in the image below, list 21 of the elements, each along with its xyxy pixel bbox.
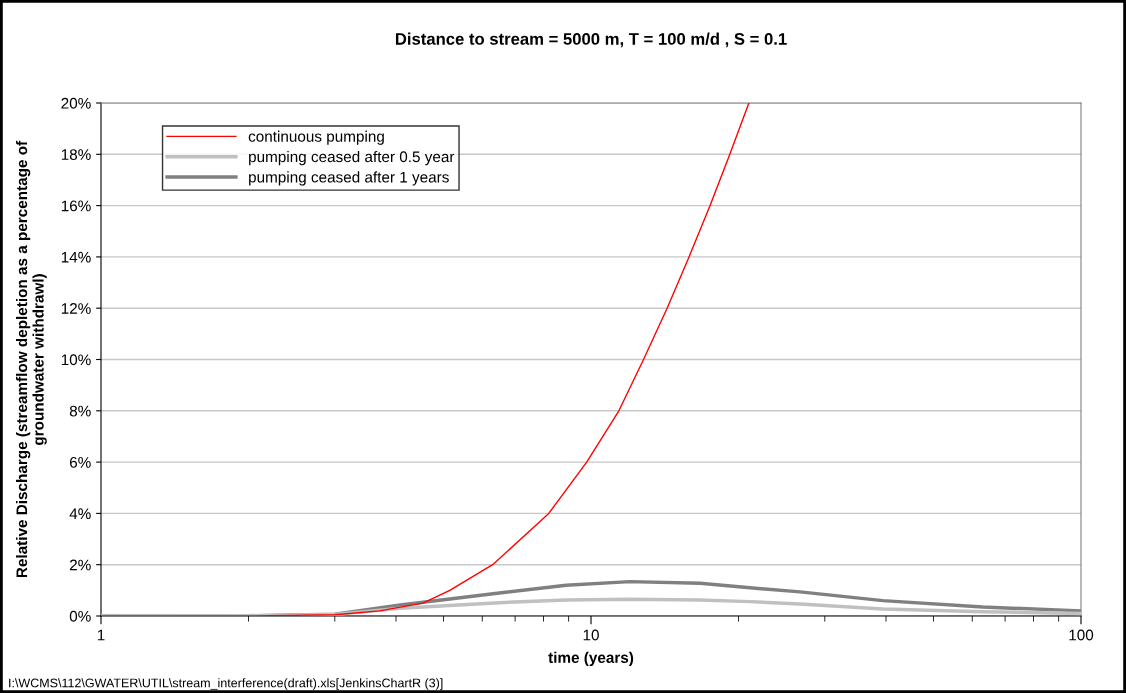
y-tick-label: 18% [61, 149, 91, 160]
y-tick-label: 2% [69, 559, 91, 571]
legend-label: continuous pumping [248, 130, 384, 145]
x-tick-label: 100 [1069, 629, 1094, 641]
y-tick-label: 20% [61, 97, 91, 109]
y-axis-title: Relative Discharge (streamflow depletion as a percentage of groundwater withdrawl) [15, 140, 47, 578]
y-tick-label: 4% [69, 508, 91, 520]
y-tick-label: 8% [69, 405, 91, 417]
x-axis-title: time (years) [548, 651, 634, 667]
y-tick-label: 14% [61, 251, 91, 263]
text: I:\WCMS\112\GWATER\UTIL\stream_interference(draft).xls[JenkinsChartR (3)] [9, 678, 443, 690]
y-tick-label: 10% [61, 354, 91, 366]
y-tick-label: 16% [61, 200, 91, 212]
x-tick-label: 10 [583, 629, 599, 641]
y-tick-label: 12% [61, 303, 91, 314]
y-tick-label: 6% [69, 456, 91, 468]
legend-label: pumping ceased after 1 years [249, 171, 449, 186]
legend-label: pumping ceased after 0.5 year [249, 150, 455, 166]
y-tick-label: 0% [69, 610, 91, 622]
x-tick-label: 1 [97, 629, 105, 641]
chart-title: Distance to stream = 5000 m, T = 100 m/d , S = 0.1 [395, 32, 787, 48]
